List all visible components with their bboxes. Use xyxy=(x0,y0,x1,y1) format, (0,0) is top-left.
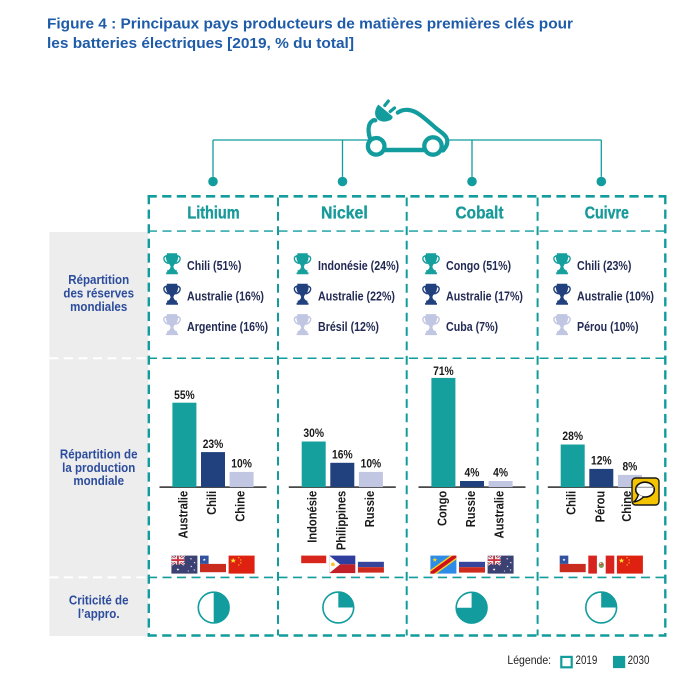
svg-text:Chili (23%): Chili (23%) xyxy=(577,258,632,273)
svg-text:Cuivre: Cuivre xyxy=(585,203,629,223)
svg-text:Légende:: Légende: xyxy=(507,653,551,667)
svg-text:Australie (17%): Australie (17%) xyxy=(446,289,523,304)
svg-text:Chine: Chine xyxy=(233,490,248,521)
svg-text:Lithium: Lithium xyxy=(187,203,239,223)
svg-text:2030: 2030 xyxy=(628,653,650,667)
svg-text:mondiales: mondiales xyxy=(70,299,127,314)
svg-text:Australie: Australie xyxy=(492,490,507,538)
svg-text:Congo: Congo xyxy=(435,491,450,526)
svg-text:Cobalt: Cobalt xyxy=(456,203,504,223)
svg-text:Indonésie: Indonésie xyxy=(305,490,320,542)
svg-text:Chine: Chine xyxy=(619,490,634,521)
svg-text:Australie (22%): Australie (22%) xyxy=(318,289,395,304)
svg-text:71%: 71% xyxy=(433,365,454,378)
svg-text:Russie: Russie xyxy=(463,490,478,527)
svg-text:4%: 4% xyxy=(493,467,508,480)
svg-text:30%: 30% xyxy=(303,428,324,441)
svg-text:28%: 28% xyxy=(562,431,583,444)
svg-text:Australie: Australie xyxy=(176,490,191,538)
svg-text:Congo (51%): Congo (51%) xyxy=(446,258,511,273)
svg-text:Cuba (7%): Cuba (7%) xyxy=(446,319,498,334)
svg-text:Australie (16%): Australie (16%) xyxy=(187,289,264,304)
svg-text:l’appro.: l’appro. xyxy=(78,607,120,622)
svg-text:Chili: Chili xyxy=(564,491,579,515)
svg-text:des réserves: des réserves xyxy=(63,286,134,301)
svg-text:16%: 16% xyxy=(332,449,353,462)
svg-text:Australie (10%): Australie (10%) xyxy=(577,289,654,304)
svg-text:Argentine (16%): Argentine (16%) xyxy=(187,319,268,334)
svg-text:12%: 12% xyxy=(591,455,612,468)
svg-text:Criticité de: Criticité de xyxy=(69,593,129,608)
svg-text:la production: la production xyxy=(62,460,135,475)
svg-text:23%: 23% xyxy=(203,438,224,451)
svg-text:mondiale: mondiale xyxy=(73,474,124,489)
svg-text:Nickel: Nickel xyxy=(321,203,368,223)
svg-text:55%: 55% xyxy=(174,390,195,403)
svg-text:Pérou (10%): Pérou (10%) xyxy=(577,319,639,334)
svg-text:Chili (51%): Chili (51%) xyxy=(187,258,242,273)
svg-text:Répartition: Répartition xyxy=(68,272,129,287)
svg-text:Philippines: Philippines xyxy=(334,490,349,550)
svg-text:Brésil (12%): Brésil (12%) xyxy=(318,319,379,334)
svg-text:8%: 8% xyxy=(622,461,637,474)
svg-text:Pérou: Pérou xyxy=(593,491,608,523)
svg-text:Indonésie (24%): Indonésie (24%) xyxy=(318,258,399,273)
svg-text:Russie: Russie xyxy=(362,490,377,527)
svg-text:4%: 4% xyxy=(465,467,480,480)
svg-text:10%: 10% xyxy=(361,458,382,471)
svg-text:2019: 2019 xyxy=(576,653,598,667)
svg-text:Chili: Chili xyxy=(204,491,219,515)
svg-text:Répartition de: Répartition de xyxy=(60,447,138,462)
svg-text:10%: 10% xyxy=(231,458,252,471)
svg-text:Figure 4 : Principaux pays pro: Figure 4 : Principaux pays producteurs d… xyxy=(47,16,573,33)
svg-text:les batteries électriques [201: les batteries électriques [2019, % du to… xyxy=(47,35,354,52)
